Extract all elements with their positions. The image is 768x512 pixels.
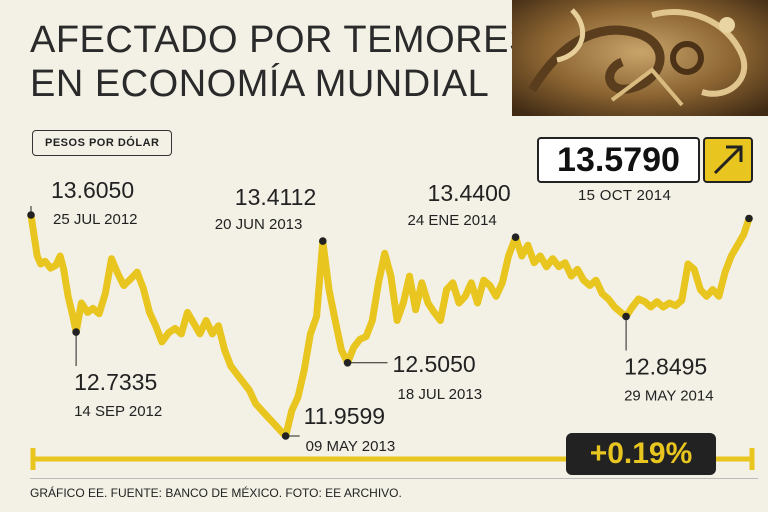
annotation-value: 12.8495 (624, 353, 707, 379)
title-line-2: EN ECONOMÍA MUNDIAL (30, 63, 490, 105)
change-badge: +0.19% (566, 433, 716, 475)
annotation-date: 29 MAY 2014 (624, 387, 714, 404)
annotation-date: 25 JUL 2012 (53, 211, 138, 228)
annotation-date: 18 JUL 2013 (398, 386, 483, 403)
title-line-1: AFECTADO POR TEMORES (30, 19, 535, 61)
annotation-dot (27, 211, 35, 219)
annotation-dot (745, 214, 753, 223)
unit-label: PESOS POR DÓLAR (32, 130, 173, 156)
current-value-box: 13.5790 (537, 137, 700, 183)
annotation-value: 13.4112 (235, 184, 316, 210)
annotation-value: 13.6050 (51, 177, 134, 203)
current-date: 15 OCT 2014 (578, 187, 672, 204)
footer-credit: GRÁFICO EE. FUENTE: BANCO DE MÉXICO. FOT… (30, 486, 402, 500)
annotation-date: 14 SEP 2012 (74, 403, 162, 420)
annotation-dot (343, 358, 352, 367)
annotation-value: 13.4400 (428, 180, 511, 206)
annotation-dot (72, 328, 80, 336)
header-photo (512, 0, 768, 116)
chart-title: AFECTADO POR TEMORES EN ECONOMÍA MUNDIAL (30, 18, 535, 106)
annotation-dot (318, 237, 327, 245)
annotation-dot (622, 312, 630, 321)
chart-annotations: 13.6050 25 JUL 2012 12.7335 14 SEP 2012 13.4… (27, 177, 753, 455)
annotation-value: 11.9599 (304, 403, 385, 429)
annotation-date: 09 MAY 2013 (306, 438, 396, 455)
annotation-value: 12.5050 (393, 351, 476, 377)
annotation-date: 24 ENE 2014 (408, 212, 497, 229)
annotation-dot (511, 233, 520, 241)
footer-divider (30, 478, 758, 479)
arrow-up-right-icon (703, 137, 753, 183)
annotation-date: 20 JUN 2013 (215, 216, 303, 233)
annotation-value: 12.7335 (74, 369, 157, 395)
annotation-dot (281, 432, 290, 440)
